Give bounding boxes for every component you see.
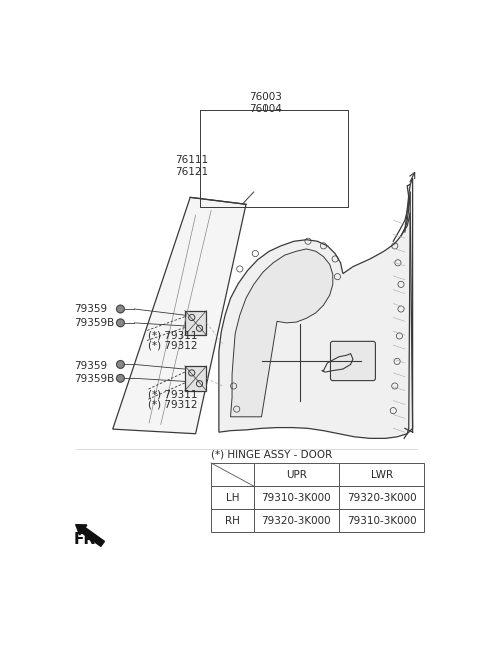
Text: 79359B: 79359B <box>74 318 114 328</box>
Polygon shape <box>113 198 246 434</box>
Circle shape <box>117 319 124 327</box>
Text: LH: LH <box>226 493 239 502</box>
Bar <box>185 366 206 391</box>
Bar <box>211 486 254 509</box>
Bar <box>339 486 424 509</box>
Text: (*) 79311: (*) 79311 <box>148 390 198 400</box>
Circle shape <box>117 305 124 313</box>
FancyArrow shape <box>76 525 105 547</box>
Circle shape <box>117 374 124 382</box>
Polygon shape <box>230 249 333 417</box>
Text: FR.: FR. <box>74 532 102 547</box>
Bar <box>254 463 339 486</box>
Bar <box>339 509 424 532</box>
Text: 76003
76004: 76003 76004 <box>249 92 282 114</box>
Text: (*) 79312: (*) 79312 <box>148 400 198 410</box>
Text: 79359B: 79359B <box>74 374 114 384</box>
Bar <box>254 509 339 532</box>
Text: UPR: UPR <box>286 469 307 480</box>
Text: RH: RH <box>225 515 240 526</box>
Bar <box>339 463 424 486</box>
Text: 79359: 79359 <box>74 361 107 371</box>
FancyBboxPatch shape <box>330 341 375 381</box>
Bar <box>254 486 339 509</box>
Bar <box>211 509 254 532</box>
Text: (*) HINGE ASSY - DOOR: (*) HINGE ASSY - DOOR <box>211 449 332 459</box>
Text: 79310-3K000: 79310-3K000 <box>347 515 417 526</box>
Text: 76111
76121: 76111 76121 <box>175 155 208 177</box>
Text: 79320-3K000: 79320-3K000 <box>347 493 417 502</box>
Text: (*) 79311: (*) 79311 <box>148 331 198 341</box>
Text: 79359: 79359 <box>74 304 107 313</box>
Text: 79310-3K000: 79310-3K000 <box>262 493 331 502</box>
Text: LWR: LWR <box>371 469 393 480</box>
Text: 79320-3K000: 79320-3K000 <box>262 515 331 526</box>
Bar <box>211 463 254 486</box>
Bar <box>185 311 206 335</box>
Circle shape <box>117 361 124 369</box>
Polygon shape <box>219 178 413 438</box>
Text: (*) 79312: (*) 79312 <box>148 341 198 350</box>
